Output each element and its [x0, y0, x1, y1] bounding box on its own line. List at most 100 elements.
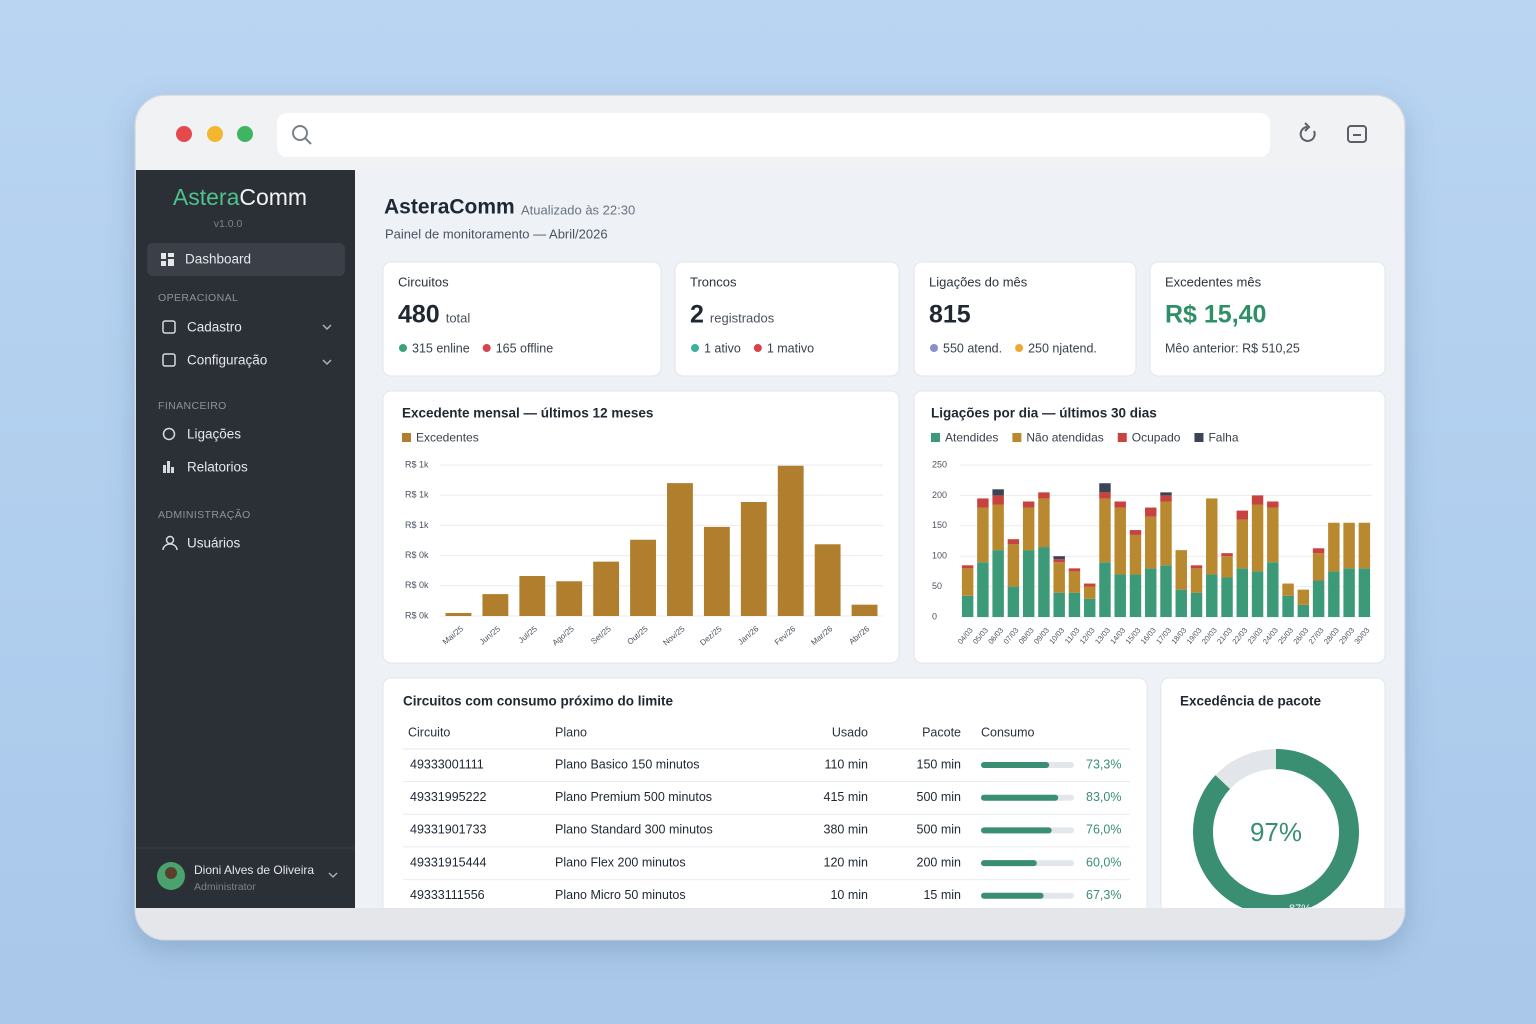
kpi-unit: total: [446, 310, 471, 325]
kpi-row: Circuitos 480 total 315 enline 165 offline Tr…: [382, 261, 1386, 377]
donut-segment: [1215, 749, 1277, 790]
bar: [1160, 495, 1172, 502]
nav-active[interactable]: [147, 243, 345, 276]
y-tick-label: 200: [932, 490, 947, 500]
cell: 380 min: [824, 823, 869, 837]
bar: [1007, 544, 1020, 587]
y-tick-label: 100: [932, 551, 947, 561]
bar: [1206, 498, 1218, 575]
y-tick-label: R$ 1k: [405, 459, 429, 469]
bar: [593, 561, 620, 616]
nav-icon: [162, 353, 176, 367]
bar: [1358, 522, 1371, 569]
reload-button[interactable]: [1299, 122, 1316, 142]
donut-card: [1160, 677, 1386, 908]
bar: [740, 501, 767, 616]
nav-item[interactable]: Cadastro: [187, 320, 242, 335]
y-tick-label: R$ 0k: [405, 580, 429, 590]
bar: [961, 565, 974, 569]
bar: [1068, 592, 1081, 617]
bar: [667, 483, 693, 616]
bar: [556, 581, 583, 616]
version: v1.0.0: [214, 218, 243, 230]
minimize-button[interactable]: [207, 126, 223, 142]
bar: [992, 504, 1004, 551]
bar: [1053, 559, 1065, 563]
bar: [1083, 586, 1096, 599]
legend-label: Não atendidas: [1026, 431, 1103, 445]
legend-label: Excedentes: [416, 431, 479, 445]
cell: Plano Flex 200 minutos: [555, 855, 686, 869]
consumo-label: 73,3%: [1086, 757, 1121, 771]
bar: [1190, 565, 1203, 569]
nav-item[interactable]: Usuários: [187, 536, 241, 551]
kpi-value: 815: [929, 301, 971, 329]
bar: [1038, 498, 1050, 548]
cell: Plano Premium 500 minutos: [555, 790, 712, 804]
status-dot: [1015, 344, 1024, 352]
bar: [1175, 550, 1187, 590]
kpi-detail: 1 ativo: [704, 341, 741, 355]
y-tick-label: R$ 1k: [405, 520, 429, 530]
bar: [992, 489, 1004, 496]
bar: [1236, 510, 1249, 520]
kpi-label: Circuitos: [398, 274, 449, 289]
donut-chart: 87% 97%: [1193, 749, 1359, 915]
status-dot: [691, 344, 699, 352]
status-dot: [930, 344, 938, 352]
brand: AsteraComm: [173, 184, 307, 210]
chart-title: Excedência de pacote: [1180, 694, 1322, 709]
maximize-button[interactable]: [237, 126, 253, 142]
bar: [1053, 556, 1065, 560]
cell: 49333001111: [410, 757, 484, 771]
chart-card: [382, 390, 900, 664]
nav-dashboard[interactable]: Dashboard: [185, 252, 251, 267]
cell: 150 min: [917, 757, 962, 771]
address-bar[interactable]: [277, 113, 1270, 157]
column-header: Usado: [832, 725, 868, 739]
bar: [1022, 550, 1035, 617]
cell: 49331995222: [410, 790, 487, 804]
bar: [1038, 547, 1050, 617]
brand-a: Astera: [173, 184, 240, 210]
y-tick-label: R$ 1k: [405, 490, 429, 500]
legend-label: Ocupado: [1132, 431, 1181, 445]
bar: [1251, 495, 1264, 505]
consumo-label: 83,0%: [1086, 790, 1121, 804]
kpi-label: Ligações do mês: [929, 274, 1028, 289]
subtitle: Painel de monitoramento — Abril/2026: [385, 226, 608, 241]
consumo-label: 76,0%: [1086, 823, 1121, 837]
bar: [1221, 577, 1233, 617]
cell: 500 min: [917, 823, 962, 837]
bar: [1267, 501, 1279, 508]
donut-segment: [1193, 749, 1359, 908]
bar: [1282, 583, 1294, 596]
kpi-value: 2: [690, 301, 704, 329]
bar: [1114, 501, 1126, 508]
segment-label: 87%: [1289, 903, 1311, 915]
bar: [1190, 568, 1203, 593]
bar: [1038, 492, 1050, 499]
bar: [1083, 583, 1096, 587]
section-title: FINANCEIRO: [158, 400, 227, 412]
bar: [1053, 592, 1065, 617]
close-button[interactable]: [176, 126, 192, 142]
bar: [703, 526, 730, 616]
nav-item[interactable]: Relatorios: [187, 460, 248, 475]
nav-item[interactable]: Ligações: [187, 427, 241, 442]
bar: [1053, 562, 1065, 593]
status-dot: [753, 344, 762, 352]
kpi-card: [913, 261, 1137, 377]
bar: [1129, 574, 1142, 617]
chevron: [322, 324, 332, 331]
kpi-detail: 250 njatend.: [1028, 341, 1097, 355]
column-header: Pacote: [922, 725, 961, 739]
bar: [1175, 589, 1187, 617]
avatar-face: [165, 867, 177, 879]
bar: [1083, 598, 1096, 617]
bar: [1251, 504, 1264, 572]
nav-item[interactable]: Configuração: [187, 353, 267, 368]
bar: [445, 612, 472, 616]
tab-button[interactable]: [1347, 125, 1367, 143]
